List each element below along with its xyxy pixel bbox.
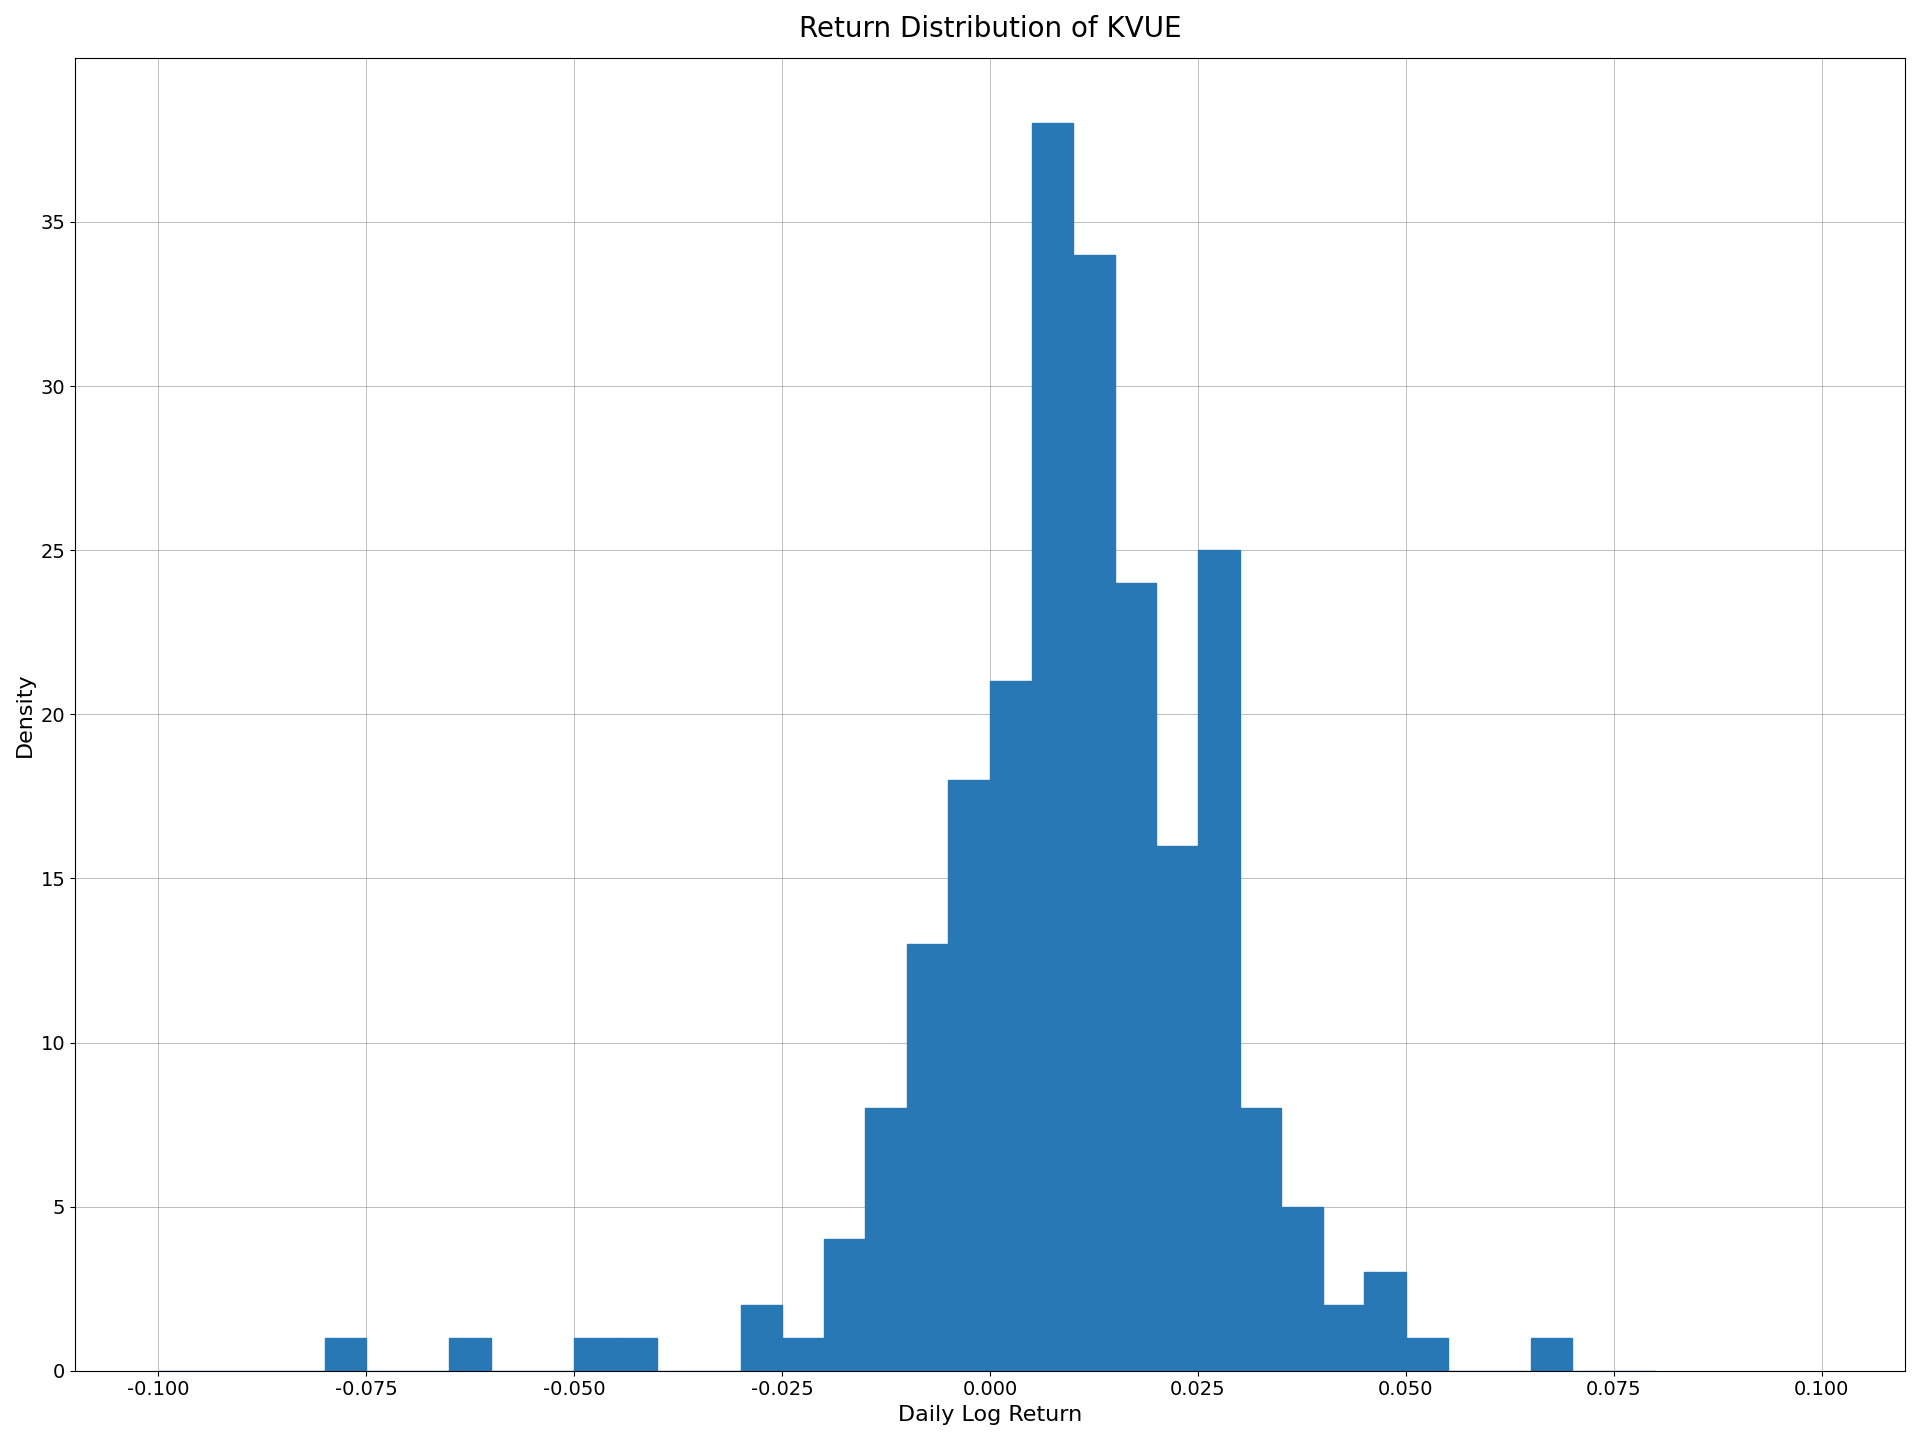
- Bar: [824, 1240, 866, 1371]
- Bar: [324, 1338, 367, 1371]
- Bar: [616, 1338, 657, 1371]
- Bar: [1116, 583, 1156, 1371]
- Bar: [906, 945, 948, 1371]
- Bar: [1405, 1338, 1448, 1371]
- Bar: [1323, 1305, 1365, 1371]
- Bar: [866, 1109, 906, 1371]
- Bar: [991, 681, 1031, 1371]
- Bar: [781, 1338, 824, 1371]
- Bar: [1240, 1109, 1281, 1371]
- Bar: [449, 1338, 492, 1371]
- Bar: [1198, 550, 1240, 1371]
- Bar: [574, 1338, 616, 1371]
- Bar: [1031, 124, 1073, 1371]
- Bar: [1073, 255, 1116, 1371]
- Bar: [948, 780, 991, 1371]
- Bar: [1281, 1207, 1323, 1371]
- Bar: [741, 1305, 781, 1371]
- Bar: [1365, 1273, 1405, 1371]
- Bar: [1156, 845, 1198, 1371]
- Title: Return Distribution of KVUE: Return Distribution of KVUE: [799, 14, 1181, 43]
- X-axis label: Daily Log Return: Daily Log Return: [899, 1405, 1083, 1426]
- Bar: [1530, 1338, 1572, 1371]
- Y-axis label: Density: Density: [15, 672, 35, 756]
